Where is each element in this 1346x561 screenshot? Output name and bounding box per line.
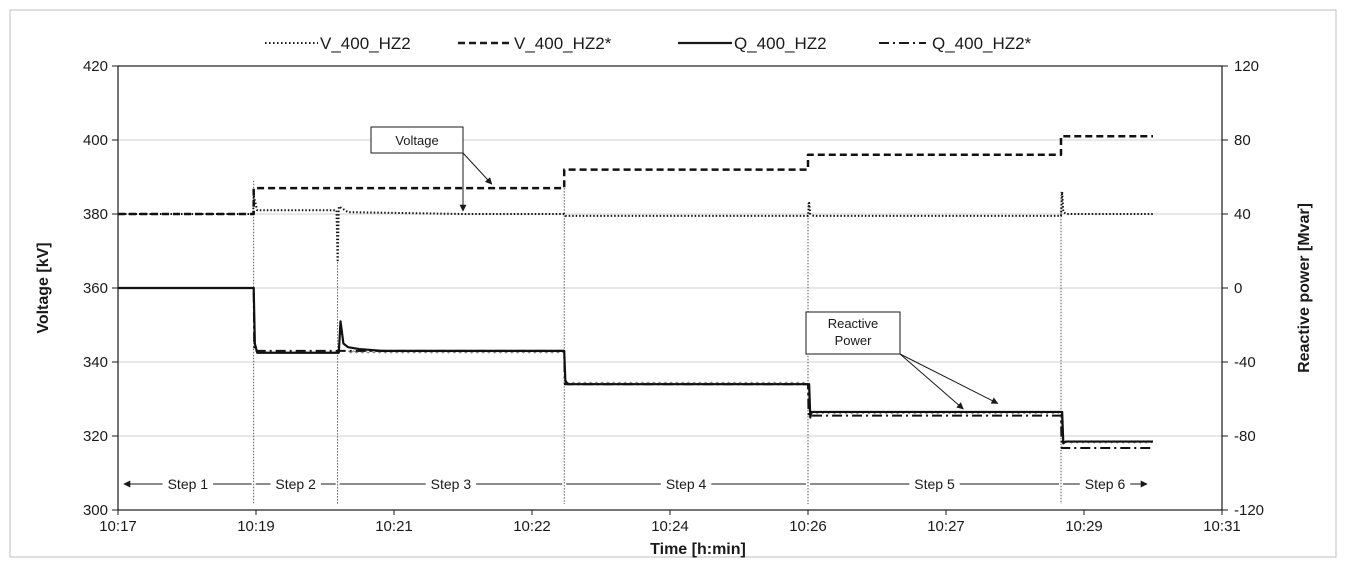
x-tick-label: 10:29: [1065, 518, 1103, 535]
y-tick-label: 420: [83, 58, 108, 75]
y2-tick-label: 0: [1234, 280, 1242, 297]
y-axis-ticks: 300 320 340 360 380 400 420: [83, 58, 118, 519]
x-tick-label: 10:21: [375, 518, 413, 535]
annotation-voltage-label: Voltage: [395, 133, 438, 148]
step-label: Step 3: [431, 476, 472, 492]
step-label-bg: [909, 475, 960, 493]
x-tick-label: 10:24: [651, 518, 689, 535]
step-label: Step 1: [168, 476, 209, 492]
legend-label-q-hz2: Q_400_HZ2: [734, 34, 827, 53]
x-axis-ticks: 10:17 10:19 10:21 10:22 10:24 10:26 10:27 10:29…: [99, 510, 1241, 535]
step-label-bg: [270, 475, 321, 493]
step-label-bg: [162, 475, 214, 493]
series-lines: [118, 135, 1153, 450]
step-label-bg: [425, 475, 477, 493]
y2-tick-label: 120: [1234, 58, 1259, 75]
step-label-bg: [1079, 475, 1131, 493]
x-tick-label: 10:26: [789, 518, 827, 535]
series-q-ripple: [347, 350, 1153, 444]
y-tick-label: 300: [83, 502, 108, 519]
annotation-reactive-power-label: Reactive: [828, 316, 879, 331]
step-label: Step 6: [1085, 476, 1126, 492]
y-tick-label: 360: [83, 280, 108, 297]
legend-label-v-hz2-star: V_400_HZ2*: [514, 34, 612, 53]
legend-label-v-hz2: V_400_HZ2: [320, 34, 411, 53]
annotation-arrow: [462, 152, 493, 185]
plot-area: [117, 65, 1223, 511]
y-tick-label: 400: [83, 132, 108, 149]
step-label: Step 5: [914, 476, 955, 492]
annotation-arrow: [899, 353, 999, 404]
x-axis-title: Time [h:min]: [650, 541, 746, 558]
chart-frame: [9, 9, 1337, 558]
x-tick-label: 10:31: [1203, 518, 1241, 535]
legend-label-q-hz2-star: Q_400_HZ2*: [932, 34, 1032, 53]
annotation-box-reactive-power: [805, 311, 901, 355]
x-tick-label: 10:19: [237, 518, 275, 535]
legend: V_400_HZ2 V_400_HZ2* Q_400_HZ2 Q_400_HZ2…: [265, 34, 1032, 53]
annotation-reactive-power-label: Power: [835, 333, 873, 348]
step-label: Step 2: [275, 476, 316, 492]
y2-axis-ticks: -120 -80 -40 0 40 80 120: [1222, 58, 1264, 519]
y2-tick-label: -120: [1234, 502, 1264, 519]
x-tick-label: 10:17: [99, 518, 137, 535]
y-tick-label: 340: [83, 354, 108, 371]
step-labels: Step 1 Step 2 Step 3 Step 4 Step 5 Step 6: [123, 475, 1148, 493]
annotation-box-voltage: [370, 126, 464, 154]
y2-tick-label: 40: [1234, 206, 1251, 223]
y-axis-title: Voltage [kV]: [35, 242, 52, 333]
annotation-arrow: [899, 353, 964, 410]
step-label: Step 4: [666, 476, 707, 492]
series-line-1: [118, 135, 1153, 216]
annotations: Voltage Reactive Power: [370, 126, 999, 410]
x-tick-label: 10:22: [513, 518, 551, 535]
y2-tick-label: 80: [1234, 132, 1251, 149]
grid: [118, 139, 1222, 437]
y2-tick-label: -80: [1234, 428, 1256, 445]
series-line-0: [118, 190, 1153, 264]
y2-axis-title: Reactive power [Mvar]: [1296, 203, 1313, 373]
y-tick-label: 380: [83, 206, 108, 223]
y2-tick-label: -40: [1234, 354, 1256, 371]
x-tick-label: 10:27: [927, 518, 965, 535]
y-tick-label: 320: [83, 428, 108, 445]
step-label-bg: [660, 475, 712, 493]
